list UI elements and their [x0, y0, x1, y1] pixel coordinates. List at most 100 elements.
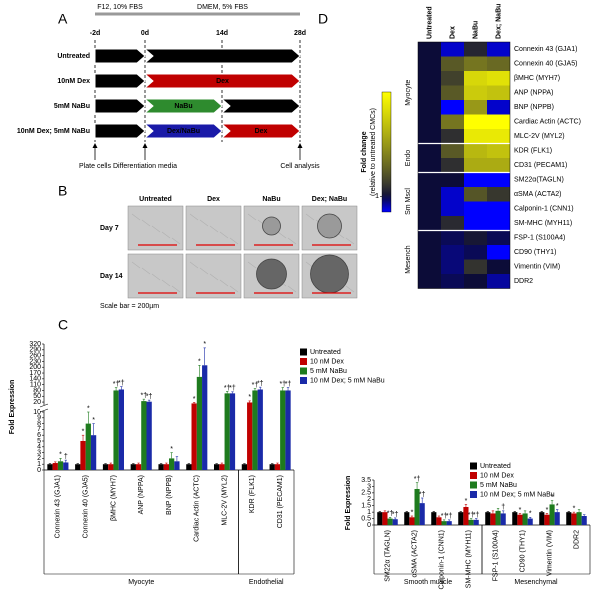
bar — [512, 512, 518, 525]
significance-mark: * — [546, 507, 549, 514]
texture — [161, 279, 171, 287]
segment-label: Dex — [255, 128, 268, 135]
significance-mark: *† — [473, 512, 480, 519]
y-tick-label: 260 — [29, 352, 41, 359]
colorbar — [381, 91, 392, 213]
significance-mark: *† — [146, 393, 153, 400]
significance-mark: *† — [392, 511, 399, 518]
heatmap-cell — [418, 172, 441, 187]
bar — [458, 512, 464, 525]
bar — [75, 464, 81, 470]
heatmap-cell — [441, 114, 464, 129]
row-label: CD90 (THY1) — [514, 249, 556, 256]
heatmap-cell — [464, 172, 487, 187]
y-tick-label: 10 — [33, 409, 41, 416]
bar — [158, 464, 164, 470]
heatmap-cell — [487, 71, 510, 86]
heatmap-cell — [464, 114, 487, 129]
significance-mark: *† — [414, 476, 421, 483]
heatmap-cell — [418, 100, 441, 115]
legend-swatch — [300, 377, 307, 384]
significance-mark: * — [465, 498, 468, 505]
texture — [305, 213, 315, 221]
segment-label: NaBu — [174, 103, 192, 110]
texture — [247, 213, 257, 221]
texture — [161, 231, 171, 239]
significance-mark: *† — [141, 393, 148, 400]
heatmap-cell — [441, 172, 464, 187]
heatmap-cell — [418, 42, 441, 57]
bar — [431, 512, 437, 525]
heatmap-cell — [464, 129, 487, 144]
event-arrow-head — [297, 143, 303, 148]
x-tick-label: CD90 (THY1) — [519, 530, 526, 572]
bar — [571, 513, 577, 525]
heatmap-cell — [487, 42, 510, 57]
bar — [63, 462, 69, 470]
day-label: 28d — [294, 30, 306, 37]
heatmap-cell — [441, 245, 464, 260]
media-label: DMEM, 5% FBS — [197, 4, 248, 11]
significance-mark: *† — [252, 382, 259, 389]
heatmap-cell — [418, 56, 441, 71]
bar — [224, 393, 230, 470]
legend-swatch — [470, 491, 477, 498]
arrow — [143, 123, 223, 139]
event-label: Differentiation media — [113, 163, 177, 170]
y-tick-label: 200 — [29, 364, 41, 371]
significance-mark: * — [59, 452, 62, 459]
micrograph — [127, 253, 184, 299]
bar — [404, 512, 410, 525]
x-tick-label: KDR (FLK1) — [249, 475, 256, 513]
heatmap-cell — [487, 201, 510, 216]
colorbar-label: Fold change — [361, 131, 368, 172]
legend-swatch — [470, 472, 477, 479]
heatmap-cell — [441, 143, 464, 158]
bar — [539, 512, 545, 525]
y-tick-label: 1 — [37, 461, 41, 468]
texture — [247, 261, 257, 269]
micrograph — [127, 205, 184, 251]
row-label: Vimentin (VIM) — [514, 264, 560, 271]
y-tick-label: 0 — [367, 522, 371, 529]
texture — [209, 225, 219, 233]
heatmap-cell — [441, 201, 464, 216]
texture — [219, 279, 229, 287]
arrow — [94, 48, 146, 64]
heatmap-cell — [418, 114, 441, 129]
bar — [85, 423, 91, 470]
row-label: ANP (NPPA) — [514, 90, 553, 97]
significance-mark: * — [248, 394, 251, 401]
texture — [151, 225, 161, 233]
texture — [189, 261, 199, 269]
texture — [277, 231, 287, 239]
y-tick-label: 3.5 — [361, 477, 371, 484]
significance-mark: *† — [229, 385, 236, 392]
heatmap-cell — [487, 216, 510, 231]
arrow — [94, 98, 146, 114]
heatmap-cell — [441, 129, 464, 144]
bar — [274, 464, 281, 470]
y-tick-label: 230 — [29, 358, 41, 365]
day-label: 0d — [141, 30, 149, 37]
bar — [141, 401, 147, 470]
bar — [392, 519, 398, 525]
y-tick-label: 7 — [37, 426, 41, 433]
y-tick-label: 290 — [29, 347, 41, 354]
heatmap-cell — [418, 85, 441, 100]
micrograph — [185, 253, 242, 299]
y-tick-label: 320 — [29, 341, 41, 348]
y-tick-label: 6 — [37, 432, 41, 439]
significance-mark: *† — [446, 513, 453, 520]
heatmap-cell — [418, 245, 441, 260]
y-tick-label: 9 — [37, 415, 41, 422]
bar — [581, 516, 587, 525]
significance-mark: * — [170, 446, 173, 453]
row-label: 10nM Dex — [57, 78, 90, 85]
bar — [241, 464, 248, 470]
texture — [345, 285, 355, 293]
bar — [441, 521, 447, 525]
bar — [468, 519, 474, 525]
x-tick-label: BNP (NPPB) — [166, 475, 173, 515]
heatmap-cell — [441, 100, 464, 115]
